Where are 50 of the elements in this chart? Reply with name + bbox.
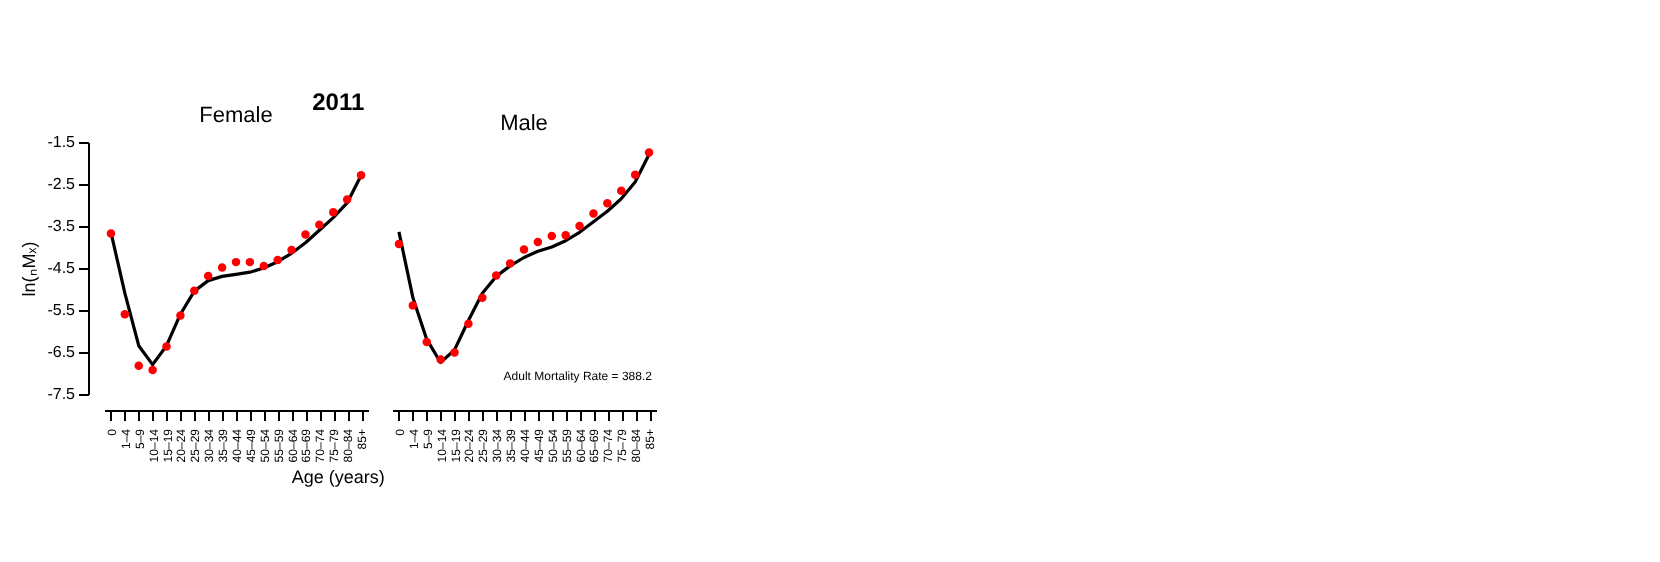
point	[644, 148, 654, 157]
y-tick-label: -6.5	[47, 343, 77, 361]
chart-title: 2011	[312, 88, 365, 116]
point	[315, 220, 324, 229]
y-axis-title: ln(ₙMₓ)	[19, 241, 40, 297]
point	[259, 261, 269, 271]
point	[450, 348, 459, 357]
point	[134, 361, 143, 371]
point	[231, 257, 241, 267]
point	[408, 301, 418, 310]
point	[505, 259, 515, 268]
point	[356, 170, 366, 180]
y-tick-label: -2.5	[47, 175, 77, 193]
point	[162, 342, 171, 351]
point	[148, 365, 157, 375]
point	[533, 237, 543, 247]
point	[190, 286, 199, 295]
chart-subtitle: Female	[199, 104, 273, 128]
point	[394, 239, 404, 249]
chart-subtitle: Male	[500, 112, 548, 136]
point	[342, 195, 352, 204]
point	[561, 231, 570, 240]
x-axis-title: Age (years)	[291, 467, 385, 488]
point	[106, 229, 116, 238]
point	[176, 311, 185, 320]
y-tick-label: -4.5	[47, 259, 77, 277]
point	[603, 199, 612, 208]
point	[217, 263, 227, 272]
point	[464, 319, 473, 329]
point	[547, 231, 557, 241]
point	[519, 245, 529, 254]
point	[630, 170, 640, 179]
y-tick-label: -3.5	[47, 217, 77, 235]
point	[575, 221, 584, 231]
y-tick-label: -1.5	[47, 133, 77, 151]
y-tick-label: -5.5	[47, 301, 77, 319]
point	[478, 293, 487, 303]
point	[245, 257, 255, 267]
point	[589, 209, 598, 218]
point	[422, 337, 431, 347]
y-tick-label: -7.5	[47, 385, 77, 403]
point	[617, 186, 626, 195]
point	[203, 271, 213, 281]
point	[301, 230, 310, 239]
point	[120, 309, 130, 319]
point	[273, 255, 282, 265]
point	[287, 245, 296, 255]
point	[329, 207, 338, 217]
point	[491, 271, 501, 280]
point	[436, 355, 445, 364]
